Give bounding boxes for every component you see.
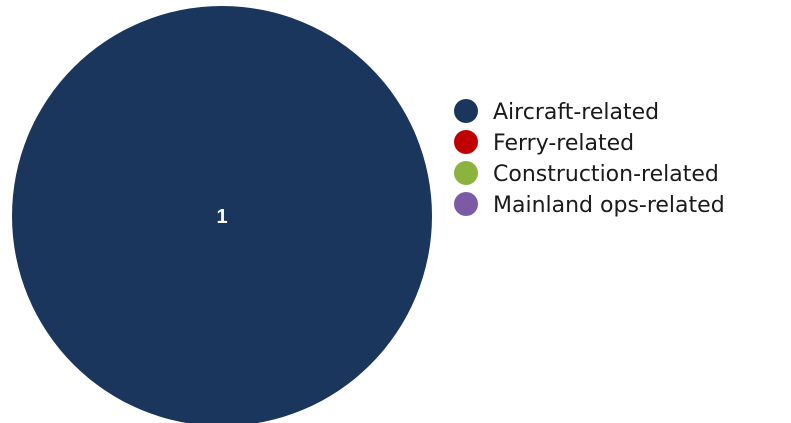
legend-marker-ferry-related [454,130,478,154]
legend-marker-aircraft-related [454,99,478,123]
legend-label-mainland-ops-related: Mainland ops-related [493,193,725,218]
legend-item-mainland-ops-related: Mainland ops-related [454,192,725,218]
legend-label-construction-related: Construction-related [493,162,719,187]
legend-label-aircraft-related: Aircraft-related [493,100,659,125]
legend-item-aircraft-related: Aircraft-related [454,99,659,125]
pie-slices [12,6,432,423]
legend-item-construction-related: Construction-related [454,161,719,187]
pie-slice-labels: 1 [216,206,227,228]
data-label-aircraft-related: 1 [216,206,227,228]
legend-item-ferry-related: Ferry-related [454,130,634,156]
legend-label-ferry-related: Ferry-related [493,131,634,156]
pie-slice-aircraft-related [12,6,432,423]
legend-marker-construction-related [454,161,478,185]
chart-legend: Aircraft-related Ferry-related Constructio… [454,99,725,218]
legend-marker-mainland-ops-related [454,192,478,216]
